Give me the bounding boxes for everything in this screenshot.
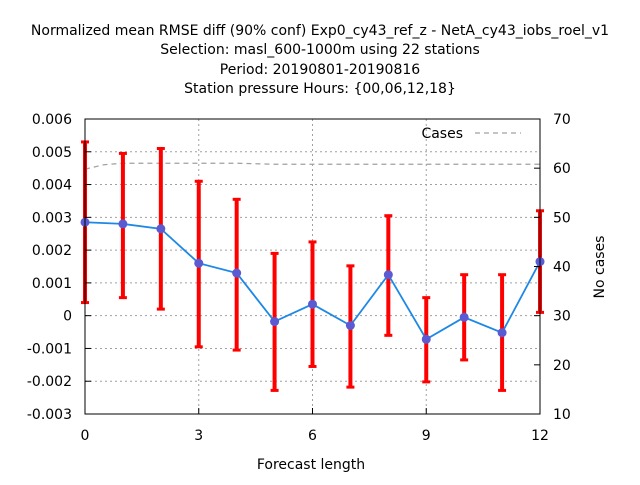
data-point xyxy=(421,334,431,344)
y2-tick-label: 50 xyxy=(553,210,571,226)
y-tick-label: -0.001 xyxy=(27,341,72,357)
y2-tick-label: 60 xyxy=(553,161,571,177)
y-tick-label: 0.004 xyxy=(32,178,72,194)
data-point xyxy=(270,317,280,327)
y-tick-label: 0.002 xyxy=(32,243,72,259)
rmse-diff-markers xyxy=(80,217,545,344)
y-tick-label: -0.003 xyxy=(27,407,72,423)
y-tick-label: -0.002 xyxy=(27,374,72,390)
data-point xyxy=(232,268,242,278)
data-point xyxy=(497,328,507,338)
y2-axis-label: No cases xyxy=(592,236,608,299)
cases-series xyxy=(84,162,540,170)
title-line-1: Normalized mean RMSE diff (90% conf) Exp… xyxy=(31,23,609,39)
y-tick-label: 0.005 xyxy=(32,145,72,161)
y2-tick-label: 30 xyxy=(553,309,571,325)
title-line-3: Period: 20190801-20190816 xyxy=(220,62,420,78)
data-point xyxy=(459,312,469,322)
legend-label-cases: Cases xyxy=(421,126,463,142)
x-tick-label: 6 xyxy=(308,428,317,444)
x-axis-label: Forecast length xyxy=(257,457,365,473)
chart-title: Normalized mean RMSE diff (90% conf) Exp… xyxy=(31,23,609,97)
y-tick-label: 0 xyxy=(63,309,72,325)
x-tick-label: 0 xyxy=(81,428,90,444)
x-tick-label: 3 xyxy=(194,428,203,444)
title-line-2: Selection: masl_600-1000m using 22 stati… xyxy=(160,42,480,58)
data-point xyxy=(383,270,393,280)
y2-tick-label: 10 xyxy=(553,407,571,423)
y2-tick-label: 20 xyxy=(553,358,571,374)
x-tick-label: 12 xyxy=(531,428,549,444)
title-line-4: Station pressure Hours: {00,06,12,18} xyxy=(184,81,456,97)
data-point xyxy=(194,258,204,268)
y-tick-label: 0.006 xyxy=(32,112,72,128)
data-point xyxy=(156,224,166,234)
x-tick-label: 9 xyxy=(422,428,431,444)
legend: Cases xyxy=(421,126,521,142)
data-point xyxy=(345,321,355,330)
data-point xyxy=(308,299,317,309)
y-tick-label: 0.001 xyxy=(32,276,72,292)
data-point xyxy=(118,219,128,229)
y-tick-label: 0.003 xyxy=(32,210,72,226)
axis-ticks: -0.003 -0.002 -0.001 0 0.001 0.002 0.003 0.004 0… xyxy=(27,112,571,444)
cases-line xyxy=(84,162,540,170)
y2-tick-label: 70 xyxy=(553,112,571,128)
y2-tick-label: 40 xyxy=(553,260,571,276)
